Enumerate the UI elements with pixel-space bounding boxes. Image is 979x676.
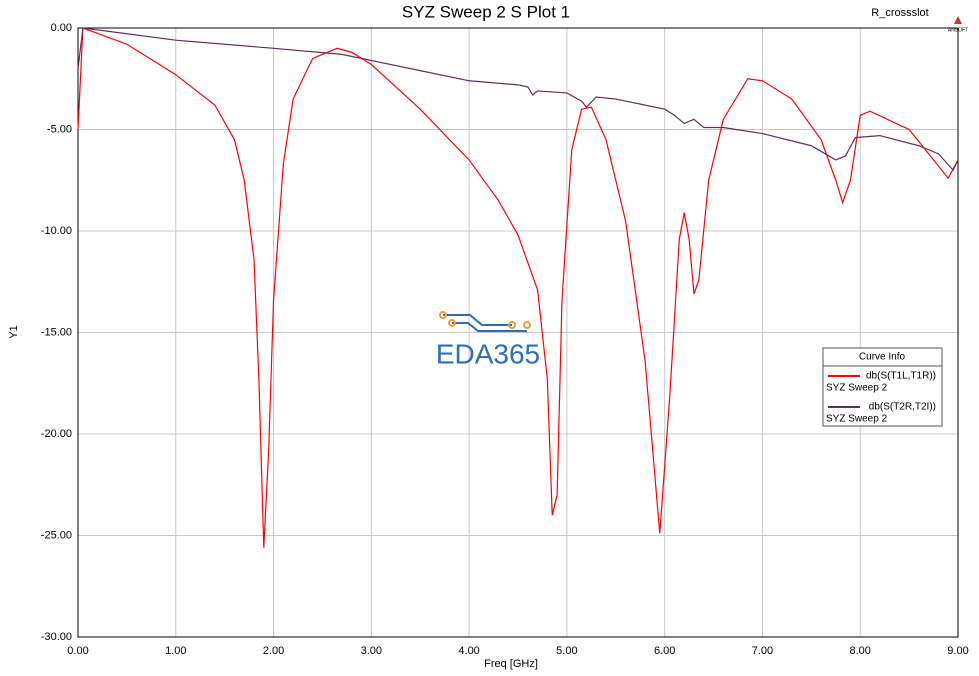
x-tick-label: 2.00 <box>263 645 284 657</box>
x-tick-label: 3.00 <box>361 645 382 657</box>
lines <box>77 27 959 548</box>
chart-title: SYZ Sweep 2 S Plot 1 <box>402 2 570 21</box>
x-tick-label: 8.00 <box>850 645 871 657</box>
y-tick-label: -5.00 <box>47 123 72 135</box>
x-tick-label: 9.00 <box>947 645 968 657</box>
x-tick-label: 5.00 <box>556 645 577 657</box>
design-name: R_crossslot <box>871 7 928 19</box>
grid <box>77 27 959 638</box>
y-tick-label: -10.00 <box>41 225 72 237</box>
logo-icon <box>954 16 962 24</box>
legend-label: db(S(T2R,T2I)) <box>869 402 936 413</box>
x-tick-label: 4.00 <box>458 645 479 657</box>
legend-label: db(S(T1L,T1R)) <box>866 371 936 382</box>
y-tick-label: -15.00 <box>41 326 72 338</box>
watermark-icon <box>439 311 531 332</box>
legend-sweep: SYZ Sweep 2 <box>826 383 888 394</box>
x-tick-label: 0.00 <box>67 645 88 657</box>
y-axis-label: Y1 <box>8 325 20 338</box>
y-tick-label: -20.00 <box>41 428 72 440</box>
y-tick-label: -30.00 <box>41 631 72 643</box>
watermark: EDA365 <box>436 338 540 369</box>
legend-sweep: SYZ Sweep 2 <box>826 414 888 425</box>
legend: db(S(T1L,T1R))SYZ Sweep 2db(S(T2R,T2I))S… <box>826 371 936 425</box>
legend-box <box>822 347 943 427</box>
series-line <box>77 27 959 172</box>
x-tick-label: 7.00 <box>752 645 773 657</box>
plot-frame <box>77 27 959 638</box>
y-tick-label: -25.00 <box>41 529 72 541</box>
series-line <box>77 27 959 548</box>
legend-title: Curve Info <box>859 352 906 363</box>
x-axis-label: Freq [GHz] <box>484 658 538 670</box>
x-tick-label: 1.00 <box>165 645 186 657</box>
y-tick-label: 0.00 <box>51 22 72 34</box>
x-tick-label: 6.00 <box>654 645 675 657</box>
